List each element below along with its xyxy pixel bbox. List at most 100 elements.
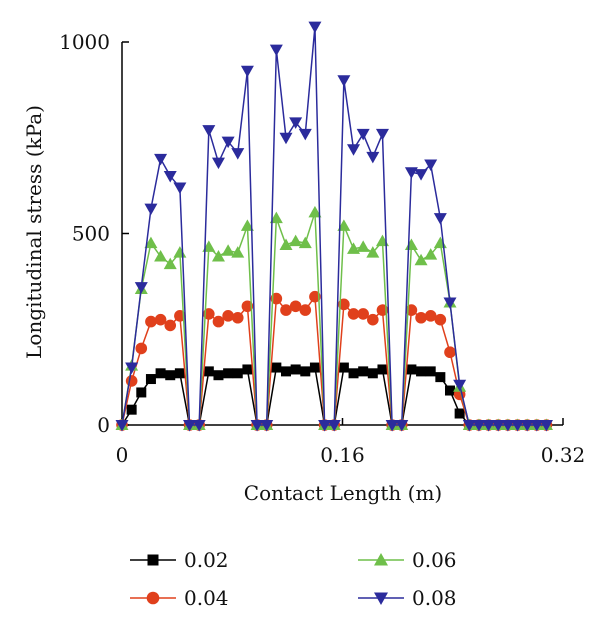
data-point (337, 219, 351, 231)
legend-item-0.04: 0.04 (130, 586, 229, 610)
y-tick-label: 1000 (59, 30, 110, 54)
data-point (240, 65, 254, 78)
data-point (203, 366, 214, 377)
data-point (415, 311, 427, 324)
data-point (136, 387, 147, 398)
data-point (298, 128, 312, 141)
data-point (444, 385, 455, 396)
data-point (530, 420, 544, 432)
data-point (154, 153, 168, 166)
data-point (221, 136, 235, 149)
data-point (269, 211, 283, 224)
data-point (338, 362, 349, 373)
data-point (155, 368, 166, 379)
data-point (154, 249, 168, 262)
data-point (163, 257, 177, 270)
data-point (435, 372, 446, 383)
legend-item-0.08: 0.08 (358, 586, 457, 610)
data-point (231, 246, 245, 258)
data-point (289, 234, 303, 247)
data-point (414, 169, 428, 181)
data-point (211, 249, 225, 262)
data-point (318, 420, 332, 432)
data-point (347, 144, 361, 156)
data-point (433, 213, 447, 225)
data-point (173, 182, 187, 195)
data-point (356, 128, 370, 141)
data-point (337, 75, 351, 87)
data-point (424, 248, 438, 260)
data-point (223, 368, 234, 379)
data-point (269, 44, 283, 57)
data-point (356, 240, 370, 252)
data-point (347, 308, 360, 320)
data-point (501, 420, 515, 432)
data-point (125, 362, 139, 375)
data-point (290, 364, 301, 375)
data-point (414, 253, 428, 266)
data-point (211, 157, 225, 170)
data-point (145, 315, 157, 328)
data-point (242, 364, 253, 375)
legend-marker (374, 553, 388, 566)
x-axis-title: Contact Length (m) (244, 481, 442, 505)
data-point (221, 244, 235, 256)
data-point (395, 420, 409, 432)
data-point (348, 368, 359, 379)
data-point (443, 297, 457, 309)
data-point (416, 366, 427, 377)
data-point (404, 238, 418, 250)
data-point (260, 420, 274, 432)
legend-item-0.06: 0.06 (358, 548, 457, 572)
y-tick-label: 500 (72, 222, 110, 246)
data-point (173, 246, 187, 258)
data-point (357, 308, 369, 320)
data-point (377, 364, 388, 375)
data-point (309, 362, 320, 373)
data-point (135, 342, 148, 355)
data-point (250, 420, 264, 432)
data-point (192, 420, 206, 432)
data-point (300, 366, 311, 377)
legend-item-0.02: 0.02 (130, 548, 229, 572)
data-point (539, 420, 553, 432)
data-point (241, 300, 254, 313)
data-point (144, 203, 158, 216)
legend-marker (374, 592, 388, 605)
data-point (309, 290, 321, 303)
data-point (144, 236, 158, 249)
data-point (404, 167, 418, 179)
legend-label: 0.02 (184, 548, 229, 572)
data-point (308, 205, 322, 218)
data-point (520, 420, 534, 432)
data-point (231, 148, 245, 160)
data-point (482, 420, 496, 432)
data-point (385, 420, 399, 432)
data-point (308, 21, 322, 34)
data-point (280, 366, 291, 377)
data-point (367, 313, 379, 326)
data-point (298, 236, 312, 249)
data-point (433, 236, 447, 249)
data-point (434, 313, 447, 326)
series-0.08 (115, 21, 553, 432)
data-point (279, 238, 293, 250)
data-point (231, 311, 244, 324)
data-point (289, 300, 302, 313)
data-point (444, 346, 456, 359)
data-point (164, 319, 177, 332)
data-point (366, 151, 380, 164)
data-point (453, 379, 467, 392)
data-point (375, 234, 389, 247)
data-point (183, 420, 197, 432)
data-point (145, 374, 156, 385)
data-point (279, 132, 293, 145)
data-point (232, 368, 243, 379)
data-point (126, 404, 137, 415)
data-point (358, 366, 369, 377)
y-tick-label: 0 (97, 413, 110, 437)
data-point (240, 219, 254, 231)
data-point (367, 368, 378, 379)
data-point (125, 375, 138, 387)
legend-marker (147, 554, 159, 566)
